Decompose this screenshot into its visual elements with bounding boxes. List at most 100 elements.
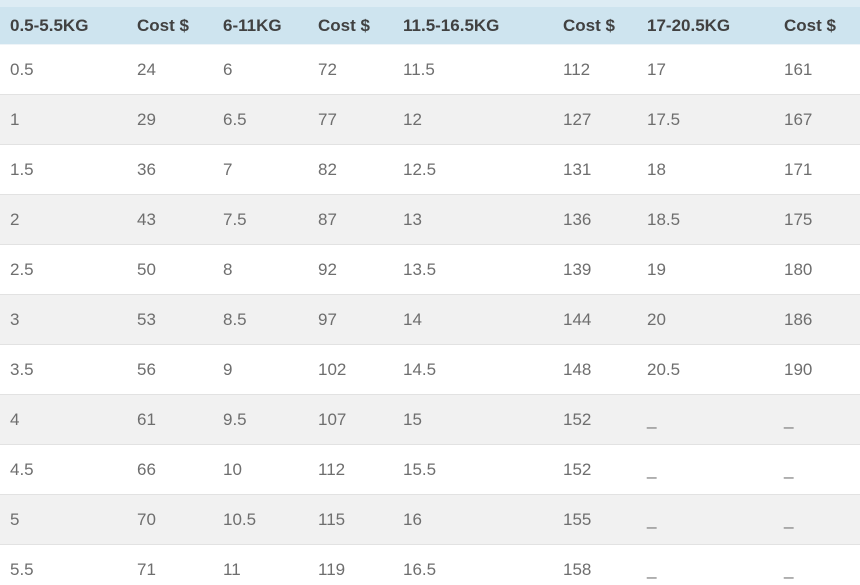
table-cell: 152 xyxy=(563,409,592,429)
table-cell: 14 xyxy=(403,309,422,329)
table-row: 5 70 10.5 115 16 155 _ _ xyxy=(0,494,860,545)
table-cell: 1.5 xyxy=(10,159,34,179)
table-cell: 8 xyxy=(223,259,233,279)
table-cell: _ xyxy=(647,559,657,579)
table-cell: 190 xyxy=(784,359,813,379)
table-cell: 127 xyxy=(563,109,592,129)
table-cell: 17.5 xyxy=(647,109,681,129)
column-header-1: Cost $ xyxy=(127,0,213,45)
table-cell: 2.5 xyxy=(10,259,34,279)
table-cell: 77 xyxy=(318,109,337,129)
table-cell: 12 xyxy=(403,109,422,129)
table-cell: 155 xyxy=(563,509,592,529)
table-header: 0.5-5.5KG Cost $6-11KG Cost $11.5-16.5KG Co… xyxy=(0,0,860,45)
table-cell: 9.5 xyxy=(223,409,247,429)
table-cell: 13.5 xyxy=(403,259,437,279)
table-cell: 131 xyxy=(563,159,592,179)
table-cell: 20.5 xyxy=(647,359,681,379)
table-cell: 0.5 xyxy=(10,59,34,79)
table-cell: _ xyxy=(647,509,657,529)
table-row: 1.5 36 7 82 12.5 131 18 171 xyxy=(0,144,860,195)
table-cell: 7.5 xyxy=(223,209,247,229)
table-cell: 4.5 xyxy=(10,459,34,479)
table-cell: 13 xyxy=(403,209,422,229)
table-cell: 11 xyxy=(223,559,241,579)
table-cell: _ xyxy=(647,409,657,429)
table-cell: 115 xyxy=(318,509,346,529)
table-header-row: 0.5-5.5KG Cost $6-11KG Cost $11.5-16.5KG Co… xyxy=(0,0,860,45)
table-cell: 4 xyxy=(10,409,20,429)
table-row: 5.5 71 11 119 16.5 158 _ _ xyxy=(0,544,860,585)
table-cell: 180 xyxy=(784,259,813,279)
column-header-0: 0.5-5.5KG xyxy=(0,0,127,45)
table-cell: 102 xyxy=(318,359,347,379)
table-cell: 3.5 xyxy=(10,359,34,379)
table-cell: 17 xyxy=(647,59,666,79)
column-header-5: Cost $ xyxy=(553,0,637,45)
table-row: 3.5 56 9 102 14.5 148 20.5 190 xyxy=(0,344,860,395)
table-cell: _ xyxy=(784,409,794,429)
table-cell: 12.5 xyxy=(403,159,437,179)
table-cell: 3 xyxy=(10,309,20,329)
table-cell: 43 xyxy=(137,209,156,229)
table-cell: _ xyxy=(784,509,794,529)
table-cell: 11.5 xyxy=(403,59,435,79)
table-row: 2.5 50 8 92 13.5 139 19 180 xyxy=(0,244,860,295)
table-cell: 139 xyxy=(563,259,592,279)
table-cell: 10 xyxy=(223,459,242,479)
table-cell: 82 xyxy=(318,159,337,179)
table-cell: _ xyxy=(784,559,794,579)
table-cell: 8.5 xyxy=(223,309,247,329)
table-cell: 14.5 xyxy=(403,359,437,379)
column-header-7: Cost $ xyxy=(774,0,860,45)
table-cell: 66 xyxy=(137,459,156,479)
table-cell: 16.5 xyxy=(403,559,437,579)
table-cell: _ xyxy=(647,459,657,479)
table-cell: 6 xyxy=(223,59,233,79)
table-cell: 18 xyxy=(647,159,666,179)
table-cell: 158 xyxy=(563,559,592,579)
table-cell: 107 xyxy=(318,409,347,429)
table-cell: 161 xyxy=(784,59,813,79)
table-cell: 70 xyxy=(137,509,156,529)
table-cell: 148 xyxy=(563,359,592,379)
table-cell: 175 xyxy=(784,209,813,229)
table-cell: 136 xyxy=(563,209,592,229)
table-cell: 9 xyxy=(223,359,233,379)
table-cell: 72 xyxy=(318,59,337,79)
column-header-2: 6-11KG xyxy=(213,0,308,45)
table-cell: 15 xyxy=(403,409,422,429)
table-cell: 5 xyxy=(10,509,20,529)
table-cell: 7 xyxy=(223,159,233,179)
table-row: 0.5 24 6 72 11.5 112 17 161 xyxy=(0,44,860,95)
table-cell: 5.5 xyxy=(10,559,34,579)
column-header-6: 17-20.5KG xyxy=(637,0,774,45)
table-cell: 2 xyxy=(10,209,20,229)
table-cell: 61 xyxy=(137,409,156,429)
table-cell: 15.5 xyxy=(403,459,437,479)
table-row: 4.5 66 10 112 15.5 152 _ _ xyxy=(0,444,860,495)
table-cell: 92 xyxy=(318,259,337,279)
table-cell: 167 xyxy=(784,109,813,129)
table-cell: 71 xyxy=(137,559,156,579)
column-header-3: Cost $ xyxy=(308,0,393,45)
table-cell: 19 xyxy=(647,259,666,279)
table-cell: 10.5 xyxy=(223,509,257,529)
table-cell: 50 xyxy=(137,259,156,279)
column-header-4: 11.5-16.5KG xyxy=(393,0,553,45)
table-cell: 6.5 xyxy=(223,109,247,129)
table-cell: 20 xyxy=(647,309,666,329)
table-cell: 112 xyxy=(318,459,346,479)
table-row: 1 29 6.5 77 12 127 17.5 167 xyxy=(0,94,860,145)
table-cell: 186 xyxy=(784,309,813,329)
table-cell: 87 xyxy=(318,209,337,229)
table-cell: 18.5 xyxy=(647,209,681,229)
table-cell: 119 xyxy=(318,559,346,579)
table-cell: 144 xyxy=(563,309,592,329)
table-cell: _ xyxy=(784,459,794,479)
table-cell: 97 xyxy=(318,309,337,329)
table-cell: 29 xyxy=(137,109,156,129)
table-body: 0.5 24 6 72 11.5 112 17 161 1 29 6.5 77 12 127 17.5 167… xyxy=(0,44,860,585)
table-cell: 53 xyxy=(137,309,156,329)
